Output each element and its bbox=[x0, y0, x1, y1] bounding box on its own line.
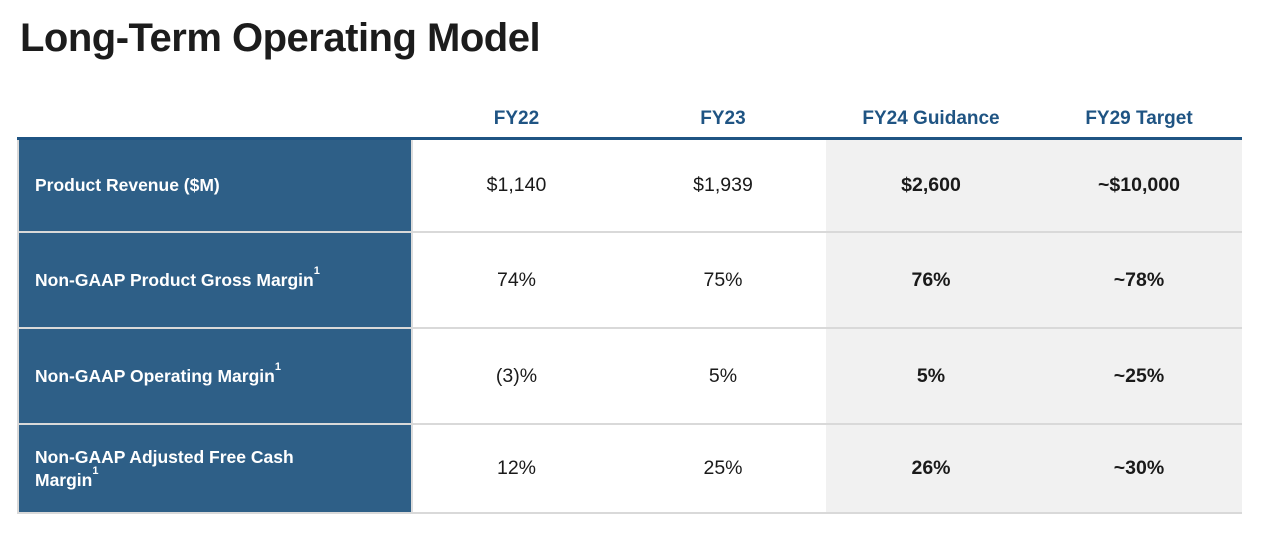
row-label-product-revenue: Product Revenue ($M) bbox=[17, 140, 413, 231]
header-spacer bbox=[17, 130, 413, 137]
cell-fy24-guidance: 5% bbox=[826, 329, 1036, 423]
cell-fy29-target: ~78% bbox=[1036, 233, 1242, 327]
cell-fy24-guidance: 76% bbox=[826, 233, 1036, 327]
column-header-fy24-guidance: FY24 Guidance bbox=[862, 108, 1000, 129]
cell-fy22: $1,140 bbox=[413, 140, 620, 231]
footnote-superscript: 1 bbox=[313, 264, 320, 277]
column-header-fy29-target: FY29 Target bbox=[1085, 108, 1193, 129]
cell-fy23: $1,939 bbox=[620, 140, 826, 231]
footnote-superscript: 1 bbox=[274, 360, 281, 373]
table-row: Product Revenue ($M) $1,140 $1,939 $2,60… bbox=[17, 140, 1242, 233]
row-label-product-gross-margin: Non-GAAP Product Gross Margin1 bbox=[17, 233, 413, 327]
footnote-superscript: 1 bbox=[92, 464, 99, 477]
cell-fy29-target: ~$10,000 bbox=[1036, 140, 1242, 231]
column-header-fy22: FY22 bbox=[493, 108, 540, 129]
cell-fy22: 12% bbox=[413, 425, 620, 512]
column-header-fy23: FY23 bbox=[700, 108, 746, 129]
cell-fy29-target: ~30% bbox=[1036, 425, 1242, 512]
cell-fy22: (3)% bbox=[413, 329, 620, 423]
operating-model-table: FY22 FY23 FY24 Guidance FY29 Target Prod… bbox=[17, 103, 1242, 514]
header-underline bbox=[17, 137, 1242, 140]
cell-fy23: 75% bbox=[620, 233, 826, 327]
row-label-adjusted-free-cash-margin: Non-GAAP Adjusted Free Cash Margin1 bbox=[17, 425, 413, 512]
table-header-row: FY22 FY23 FY24 Guidance FY29 Target bbox=[17, 103, 1242, 137]
table-row: Non-GAAP Adjusted Free Cash Margin1 12% … bbox=[17, 425, 1242, 514]
page-title: Long-Term Operating Model bbox=[20, 16, 541, 60]
cell-fy22: 74% bbox=[413, 233, 620, 327]
table-row: Non-GAAP Operating Margin1 (3)% 5% 5% ~2… bbox=[17, 329, 1242, 425]
cell-fy24-guidance: 26% bbox=[826, 425, 1036, 512]
cell-fy23: 5% bbox=[620, 329, 826, 423]
row-label-operating-margin: Non-GAAP Operating Margin1 bbox=[17, 329, 413, 423]
cell-fy23: 25% bbox=[620, 425, 826, 512]
cell-fy24-guidance: $2,600 bbox=[826, 140, 1036, 231]
cell-fy29-target: ~25% bbox=[1036, 329, 1242, 423]
table-row: Non-GAAP Product Gross Margin1 74% 75% 7… bbox=[17, 233, 1242, 329]
